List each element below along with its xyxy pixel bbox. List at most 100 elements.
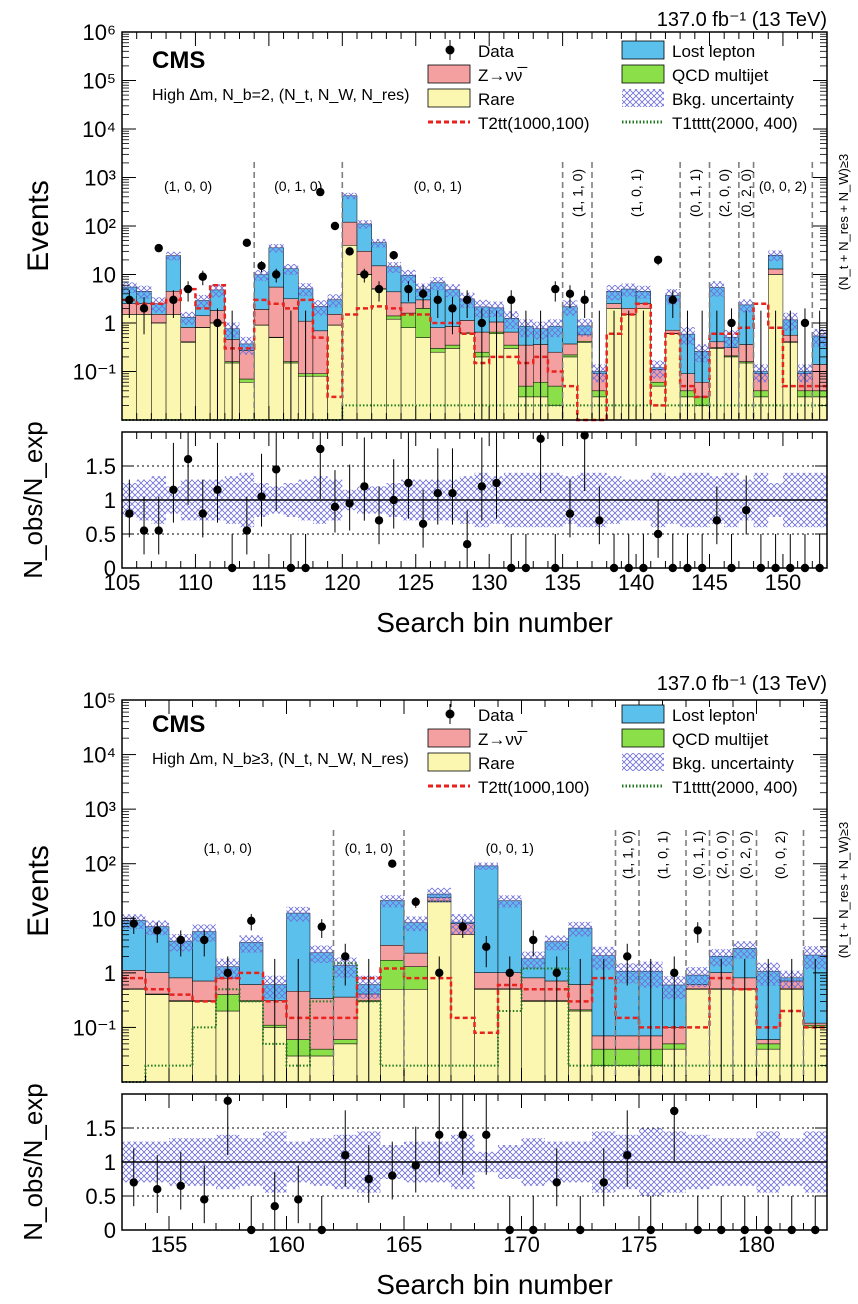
ratio-point	[600, 1178, 608, 1186]
data-point	[434, 296, 442, 304]
stack-bar-rare	[381, 989, 405, 1082]
data-point	[213, 319, 221, 327]
region-label: (2, 0, 0)	[716, 169, 732, 217]
ratio-point	[553, 1178, 561, 1186]
stack-bar-rare	[430, 352, 445, 420]
stack-bar-rare	[240, 1001, 264, 1082]
x-tick-label: 180	[738, 1232, 775, 1257]
stack-bar-qcd	[445, 345, 460, 348]
ratio-point	[404, 479, 412, 487]
data-point	[257, 262, 265, 270]
stack-bar-rare	[504, 348, 519, 420]
stack-bar-rare	[269, 338, 284, 420]
y-tick-label: 10⁵	[82, 688, 116, 713]
ratio-point	[654, 530, 662, 538]
data-point	[404, 285, 412, 293]
data-point	[184, 285, 192, 293]
data-point	[375, 285, 383, 293]
stack-bar-rare	[254, 325, 269, 420]
ratio-point	[463, 540, 471, 548]
side-label: (N_t + N_res + N_W)≥3	[836, 154, 851, 290]
cms-label: CMS	[152, 47, 205, 74]
data-point	[412, 898, 420, 906]
data-point	[580, 296, 588, 304]
stack-bar-qcd	[310, 1049, 334, 1056]
side-label: (N_t + N_res + N_W)≥3	[836, 822, 851, 958]
legend-swatch-lost_lepton	[622, 705, 664, 723]
legend-label: Rare	[478, 754, 515, 773]
x-tick-label: 175	[621, 1232, 658, 1257]
region-label: (0, 0, 2)	[772, 831, 788, 879]
ratio-point	[272, 465, 280, 473]
lumi-label: 137.0 fb⁻¹ (13 TeV)	[657, 673, 827, 695]
legend-swatch-qcd	[622, 65, 664, 83]
region-label: (0, 0, 1)	[486, 840, 534, 856]
y-tick-label: 10⁻¹	[73, 1015, 116, 1040]
ratio-point	[155, 526, 163, 534]
data-point	[200, 936, 208, 944]
bkg-uncertainty-band	[151, 297, 166, 312]
ratio-point	[360, 482, 368, 490]
ratio-y-tick-label: 1.5	[85, 1116, 116, 1141]
x-tick-label: 170	[503, 1232, 540, 1257]
stack-bar-qcd	[548, 386, 563, 405]
legend-swatch-rare	[428, 753, 470, 771]
x-tick-label: 115	[251, 570, 286, 595]
bkg-uncertainty-band	[310, 946, 334, 963]
x-tick-label: 125	[397, 570, 434, 595]
ratio-point	[130, 1178, 138, 1186]
stack-bar-rare	[563, 357, 578, 420]
bkg-uncertainty-band	[372, 239, 387, 248]
legend-label: Data	[478, 42, 514, 61]
legend-label: Bkg. uncertainty	[672, 90, 794, 109]
stack-bar-qcd	[504, 345, 519, 348]
stack-bar-rare	[404, 989, 428, 1082]
legend-swatch-rare	[428, 89, 470, 107]
stack-bar-znunu	[386, 292, 401, 316]
stack-bar-qcd	[651, 382, 666, 386]
ratio-y-axis-label: N_obs/N_exp	[18, 1083, 48, 1241]
legend-label: Bkg. uncertainty	[672, 754, 794, 773]
data-point	[199, 273, 207, 281]
stack-bar-qcd	[334, 1040, 358, 1044]
ratio-y-tick-label: 1.5	[85, 454, 116, 479]
bkg-uncertainty-band	[381, 895, 405, 907]
stack-bar-znunu	[475, 973, 499, 989]
stack-bar-qcd	[386, 316, 401, 319]
stack-bar-znunu	[404, 953, 428, 967]
data-point	[459, 923, 467, 931]
stack-bar-rare	[342, 245, 357, 420]
x-tick-label: 155	[151, 1232, 188, 1257]
stack-bar-znunu	[146, 973, 170, 994]
data-point	[419, 290, 427, 298]
stack-bar-rare	[146, 995, 170, 1082]
ratio-y-tick-label: 1	[104, 1150, 116, 1175]
x-tick-label: 135	[544, 570, 581, 595]
region-label: (0, 1, 1)	[687, 169, 703, 217]
stack-bar-znunu	[401, 303, 416, 313]
data-point	[169, 296, 177, 304]
stack-bar-znunu	[269, 287, 284, 337]
y-tick-label: 10⁵	[82, 69, 116, 94]
y-tick-label: 10	[92, 906, 116, 931]
ratio-point	[566, 509, 574, 517]
ratio-point	[345, 499, 353, 507]
data-point	[331, 222, 339, 230]
ratio-point	[419, 520, 427, 528]
stack-bar-rare	[686, 989, 710, 1082]
legend-label: QCD multijet	[672, 66, 769, 85]
stack-bar-rare	[193, 1001, 217, 1082]
region-label: (0, 1, 0)	[345, 840, 393, 856]
bottom-panel: 10⁻¹11010²10³10⁴10⁵155 160 165 170 175 180137…	[18, 673, 851, 1300]
bkg-uncertainty-band	[137, 286, 152, 299]
stack-bar-qcd	[381, 960, 405, 989]
stack-bar-znunu	[151, 314, 166, 322]
stack-bar-rare	[334, 1044, 358, 1082]
data-point	[727, 319, 735, 327]
data-point	[801, 319, 809, 327]
ratio-point	[742, 506, 750, 514]
data-point	[529, 936, 537, 944]
region-label: (0, 1, 1)	[690, 831, 706, 879]
data-point	[669, 296, 677, 304]
